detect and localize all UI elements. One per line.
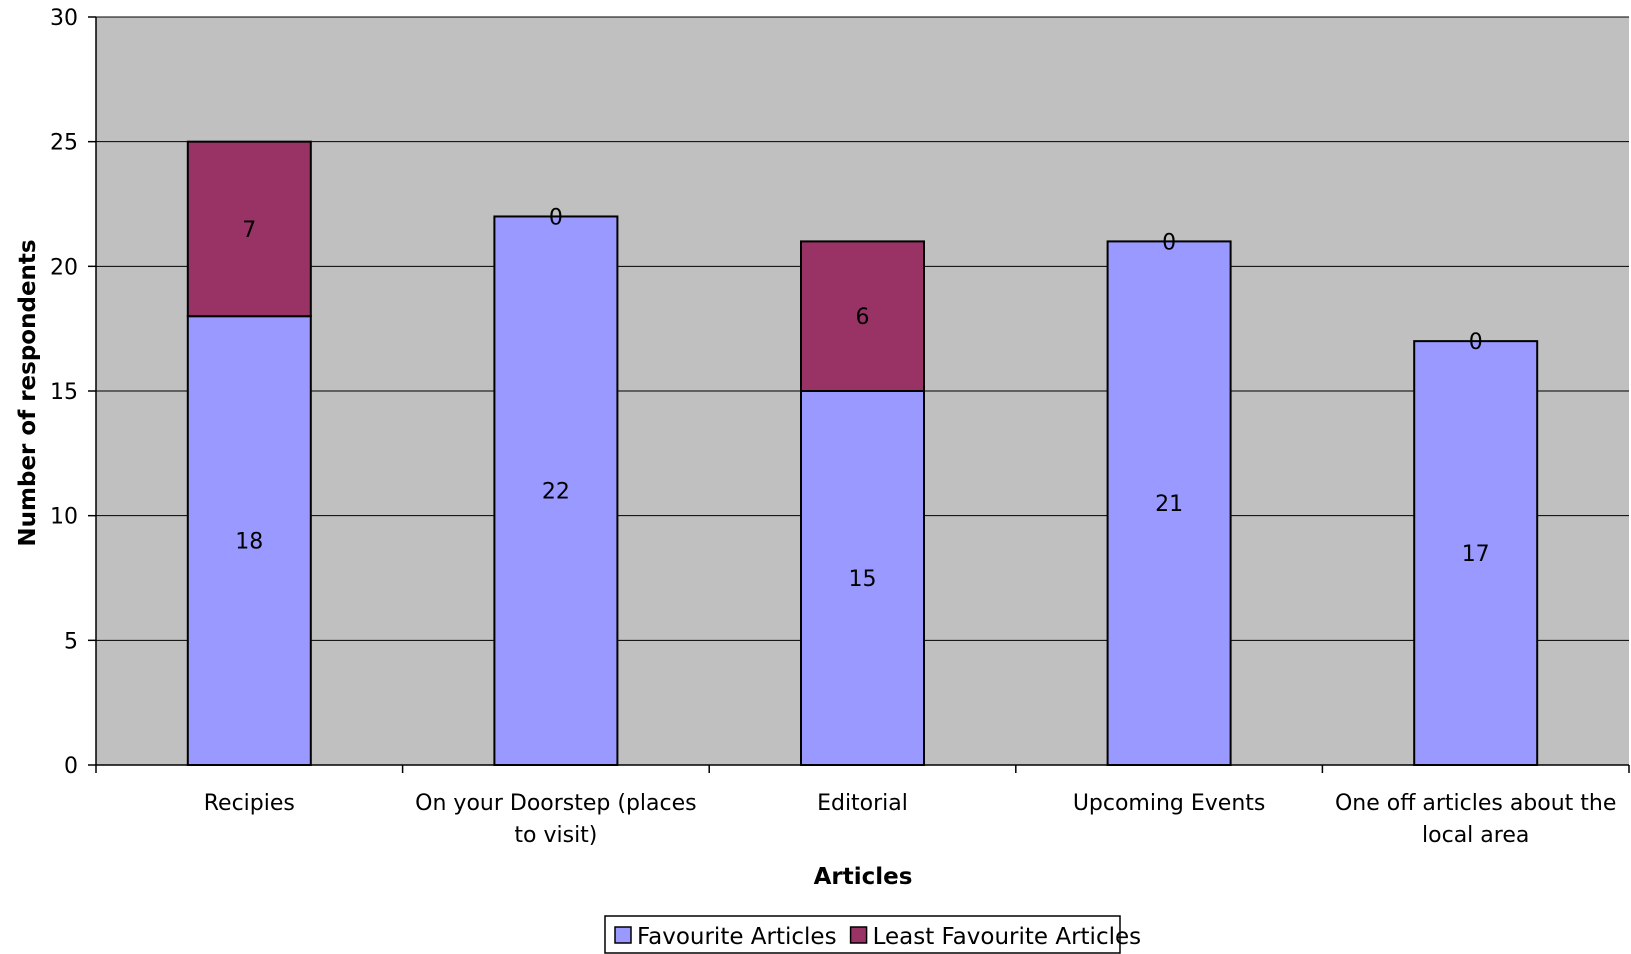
y-tick-label: 10 xyxy=(50,505,78,530)
axes xyxy=(88,16,1630,773)
y-tick-label: 25 xyxy=(50,131,78,156)
category-label: local area xyxy=(1422,823,1529,848)
y-axis-title: Number of respondents xyxy=(15,239,41,546)
bar-segment xyxy=(1413,340,1539,766)
category-label: Upcoming Events xyxy=(1073,791,1266,816)
category-label: to visit) xyxy=(514,823,597,848)
bar-segment xyxy=(186,315,312,766)
data-label: 21 xyxy=(1155,492,1183,517)
y-tick-label: 5 xyxy=(64,629,78,654)
data-label: 15 xyxy=(849,567,877,592)
legend-swatch xyxy=(614,926,632,944)
data-label: 18 xyxy=(235,530,263,555)
data-label: 0 xyxy=(1469,330,1483,355)
x-axis-title: Articles xyxy=(814,864,913,890)
bar-segment xyxy=(1106,240,1232,766)
category-label: On your Doorstep (places xyxy=(415,791,696,816)
legend-swatch xyxy=(849,926,868,944)
bar-segment xyxy=(800,240,925,392)
y-tick-label: 20 xyxy=(50,255,78,280)
bars xyxy=(186,140,1539,766)
data-label: 0 xyxy=(1162,230,1176,255)
data-label: 7 xyxy=(242,218,256,243)
legend-label: Least Favourite Articles xyxy=(873,924,1142,950)
legend: Favourite Articles Least Favourite Articl… xyxy=(604,915,1142,954)
labels: 0 5 10 15 20 25 30 18 7 Recipies 22 0 On your Doorst… xyxy=(50,6,1616,848)
category-label: Editorial xyxy=(817,791,908,816)
category-label: One off articles about the xyxy=(1335,791,1616,816)
data-label: 17 xyxy=(1462,542,1490,567)
y-tick-label: 30 xyxy=(50,6,78,31)
y-tick-label: 0 xyxy=(64,754,78,779)
data-label: 0 xyxy=(549,205,563,230)
data-label: 22 xyxy=(542,480,570,505)
data-label: 6 xyxy=(856,305,870,330)
bar-segment xyxy=(186,140,312,318)
category-label: Recipies xyxy=(204,791,295,816)
legend-label: Favourite Articles xyxy=(637,924,837,950)
y-tick-label: 15 xyxy=(50,380,78,405)
